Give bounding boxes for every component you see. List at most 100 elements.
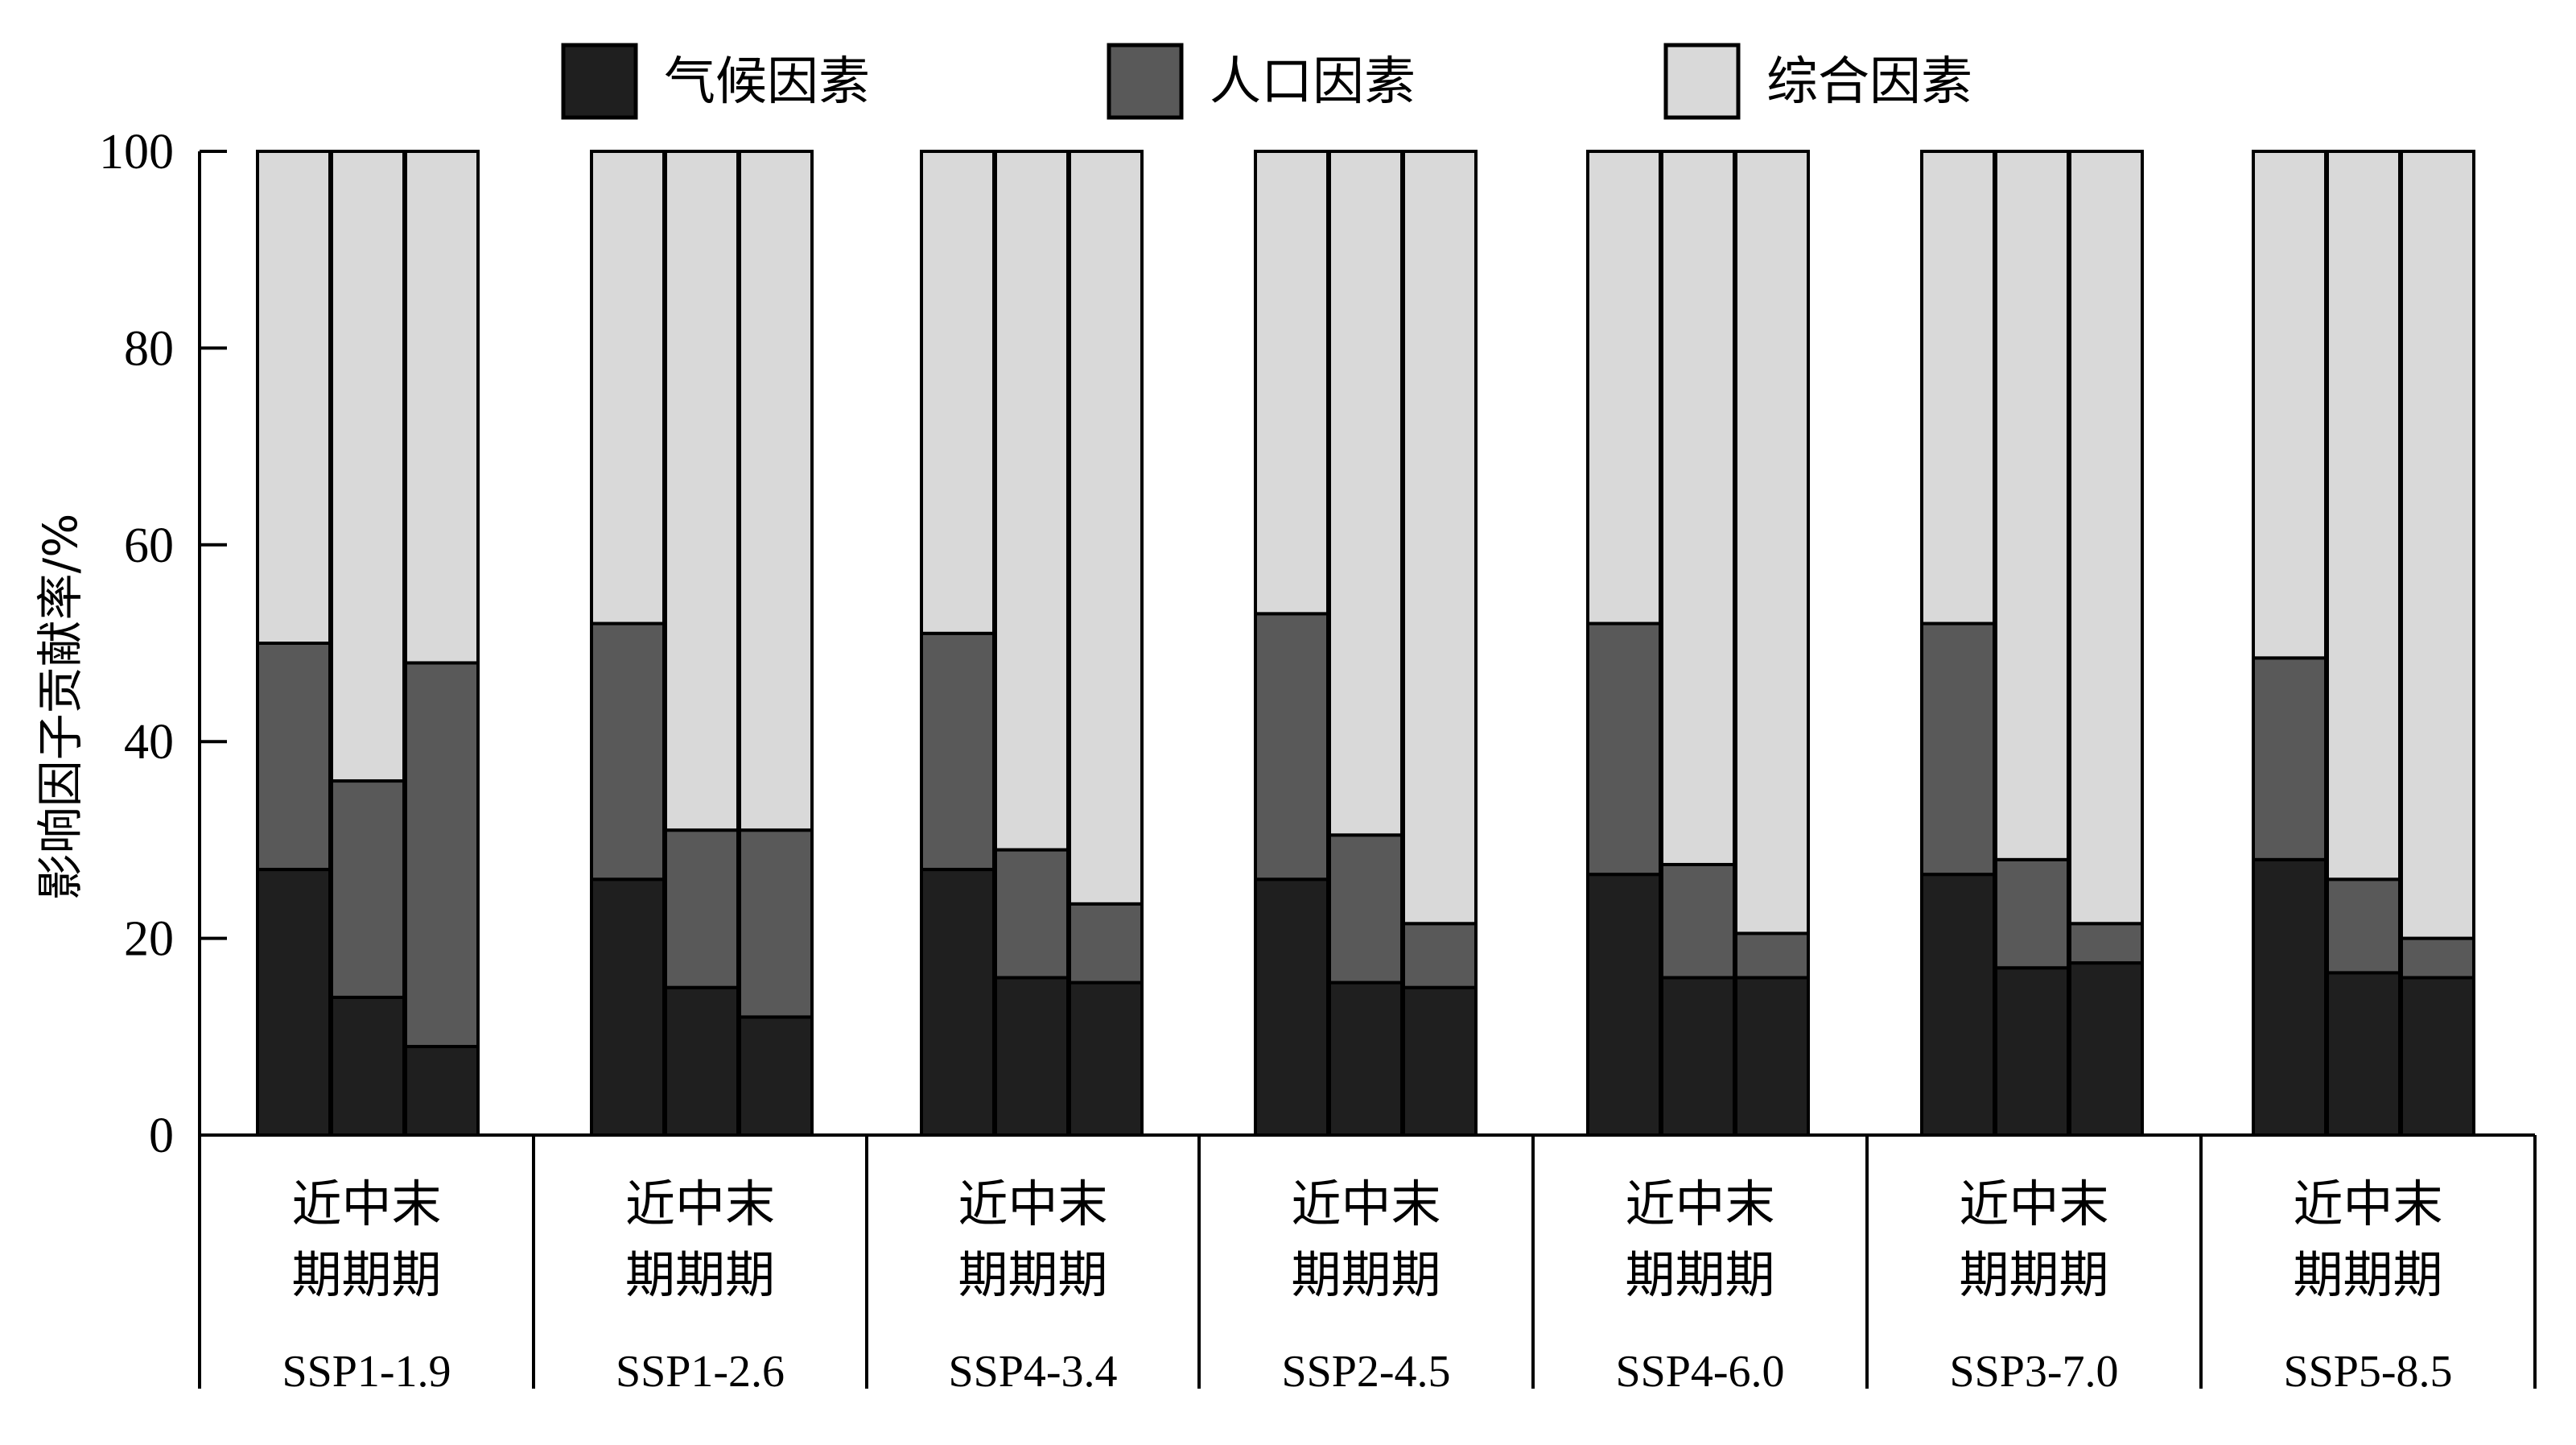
bar-climate (2326, 971, 2401, 1137)
period-label: 近中末 (1625, 1175, 1774, 1233)
scenario-label: SSP1-1.9 (282, 1347, 451, 1397)
bar-climate (2400, 976, 2475, 1137)
bar-population (994, 848, 1070, 980)
bar-climate (738, 1015, 814, 1137)
bar-climate (1920, 873, 1996, 1137)
bar-combined (1994, 150, 2070, 861)
bar-population (2252, 656, 2327, 861)
bar-population (1586, 621, 1662, 877)
bar-combined (2068, 150, 2144, 926)
bar-population (1734, 931, 1810, 980)
y-tick-label: 40 (124, 715, 174, 770)
bar-combined (1734, 150, 1810, 935)
bar-climate (994, 976, 1070, 1137)
bar-climate (1254, 877, 1329, 1137)
scenario-label: SSP1-2.6 (616, 1347, 785, 1397)
bar-combined (404, 150, 480, 665)
bar-combined (920, 150, 995, 635)
bar-combined (330, 150, 406, 783)
period-label: 期期期 (1291, 1245, 1440, 1304)
bar-population (2326, 877, 2401, 975)
y-tick-label: 60 (124, 518, 174, 573)
scenario-label: SSP5-8.5 (2283, 1347, 2452, 1397)
period-label: 近中末 (1959, 1175, 2108, 1233)
scenario-label: SSP2-4.5 (1281, 1347, 1450, 1397)
bar-climate (1734, 976, 1810, 1137)
bar-population (330, 779, 406, 999)
period-label: 近中末 (958, 1175, 1107, 1233)
bar-climate (1660, 976, 1736, 1137)
y-tick-label: 80 (124, 321, 174, 376)
bar-climate (1586, 873, 1662, 1137)
bar-population (2400, 936, 2475, 980)
bar-combined (1920, 150, 1996, 625)
legend-label: 综合因素 (1766, 52, 1972, 112)
bar-population (1402, 922, 1478, 989)
period-label: 期期期 (2293, 1245, 2442, 1304)
bar-combined (2400, 150, 2475, 940)
bar-climate (404, 1045, 480, 1137)
period-label: 期期期 (291, 1245, 441, 1304)
period-label: 期期期 (625, 1245, 775, 1304)
y-axis-title: 影响因子贡献率/% (33, 514, 88, 901)
bar-population (2068, 922, 2144, 965)
legend-swatch (1107, 43, 1184, 120)
bar-population (1994, 857, 2070, 970)
scenario-label: SSP4-3.4 (948, 1347, 1117, 1397)
y-tick-label: 20 (124, 912, 174, 967)
legend-swatch (1663, 43, 1741, 120)
bar-climate (664, 985, 740, 1137)
bar-combined (1586, 150, 1662, 625)
bar-combined (2326, 150, 2401, 881)
bar-combined (1660, 150, 1736, 866)
bar-climate (256, 868, 332, 1137)
bar-climate (590, 877, 666, 1137)
bar-climate (2252, 857, 2327, 1137)
bar-climate (1328, 981, 1403, 1137)
bar-combined (256, 150, 332, 645)
bar-population (1920, 621, 1996, 877)
bar-combined (1254, 150, 1329, 616)
scenario-label: SSP4-6.0 (1615, 1347, 1784, 1397)
period-label: 期期期 (1625, 1245, 1774, 1304)
bar-climate (1068, 981, 1144, 1137)
bar-climate (1402, 985, 1478, 1137)
period-label: 近中末 (291, 1175, 441, 1233)
bar-population (1254, 612, 1329, 881)
legend: 气候因素 人口因素 综合因素 (561, 43, 1972, 120)
legend-label: 气候因素 (664, 52, 870, 112)
bar-population (1328, 833, 1403, 985)
period-label: 期期期 (958, 1245, 1107, 1304)
period-label: 近中末 (625, 1175, 775, 1233)
bar-population (738, 828, 814, 1019)
bar-population (256, 642, 332, 872)
bar-population (1660, 862, 1736, 980)
period-label: 期期期 (1959, 1245, 2108, 1304)
y-tick-label: 0 (149, 1109, 174, 1163)
bar-population (590, 621, 666, 881)
bar-climate (330, 995, 406, 1137)
bar-climate (2068, 961, 2144, 1137)
period-label: 近中末 (2293, 1175, 2442, 1233)
bar-combined (1068, 150, 1144, 906)
bar-combined (1328, 150, 1403, 837)
bar-population (920, 631, 995, 872)
period-label: 近中末 (1291, 1175, 1440, 1233)
bar-population (664, 828, 740, 989)
bar-population (1068, 902, 1144, 985)
bar-combined (590, 150, 666, 625)
scenario-label: SSP3-7.0 (1949, 1347, 2118, 1397)
bars (256, 150, 2475, 1137)
bar-combined (994, 150, 1070, 852)
legend-label: 人口因素 (1210, 52, 1416, 112)
bar-combined (738, 150, 814, 832)
axes: 0 20 40 60 80 100 (99, 125, 2537, 1389)
bar-combined (2252, 150, 2327, 660)
legend-swatch (561, 43, 638, 120)
y-tick-label: 100 (99, 125, 174, 180)
bar-combined (664, 150, 740, 832)
bar-climate (1994, 966, 2070, 1137)
bar-population (404, 661, 480, 1049)
